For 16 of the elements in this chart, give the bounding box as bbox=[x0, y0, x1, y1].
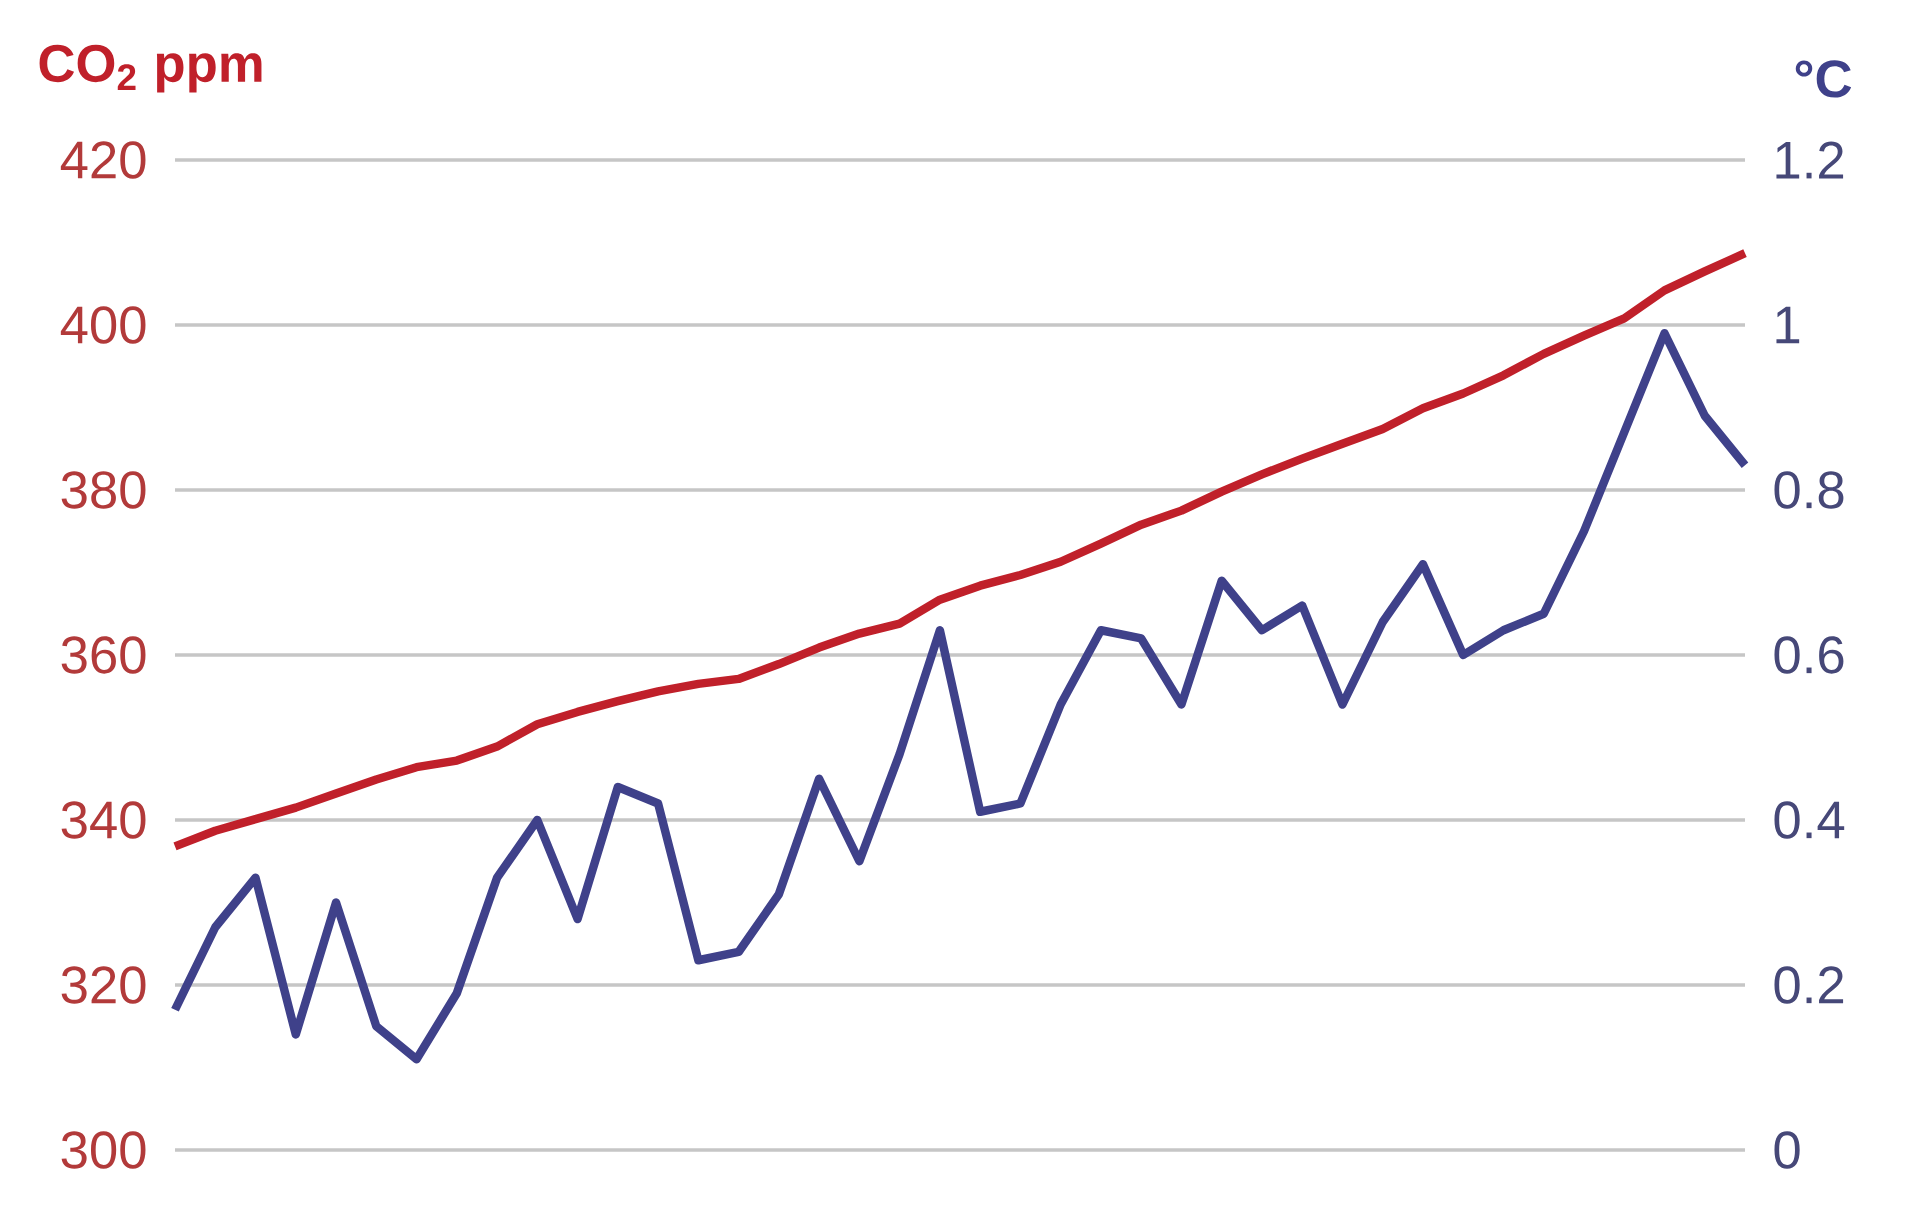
y2-tick-label: 0.6 bbox=[1774, 636, 1844, 674]
y-tick-label: 340 bbox=[61, 801, 146, 839]
y-tick-label: 400 bbox=[60, 306, 146, 344]
y2-axis-title: °C bbox=[1795, 60, 1852, 98]
y2-tick-label: 1 bbox=[1776, 306, 1800, 344]
y2-tick-label: 1.2 bbox=[1776, 141, 1844, 179]
y-tick-label: 300 bbox=[61, 1131, 146, 1169]
y2-tick-label: 0.4 bbox=[1774, 801, 1845, 839]
y-tick-label: 360 bbox=[61, 636, 146, 674]
y-tick-label: 320 bbox=[61, 966, 146, 1004]
y2-tick-label: 0.8 bbox=[1774, 471, 1844, 509]
y-tick-label: 420 bbox=[60, 141, 146, 179]
y2-tick-label: 0.2 bbox=[1774, 966, 1844, 1004]
y-tick-label: 380 bbox=[61, 471, 146, 509]
y2-tick-label: 0 bbox=[1774, 1131, 1800, 1169]
y-axis-title: CO$_{2}$ ppm bbox=[39, 44, 262, 93]
